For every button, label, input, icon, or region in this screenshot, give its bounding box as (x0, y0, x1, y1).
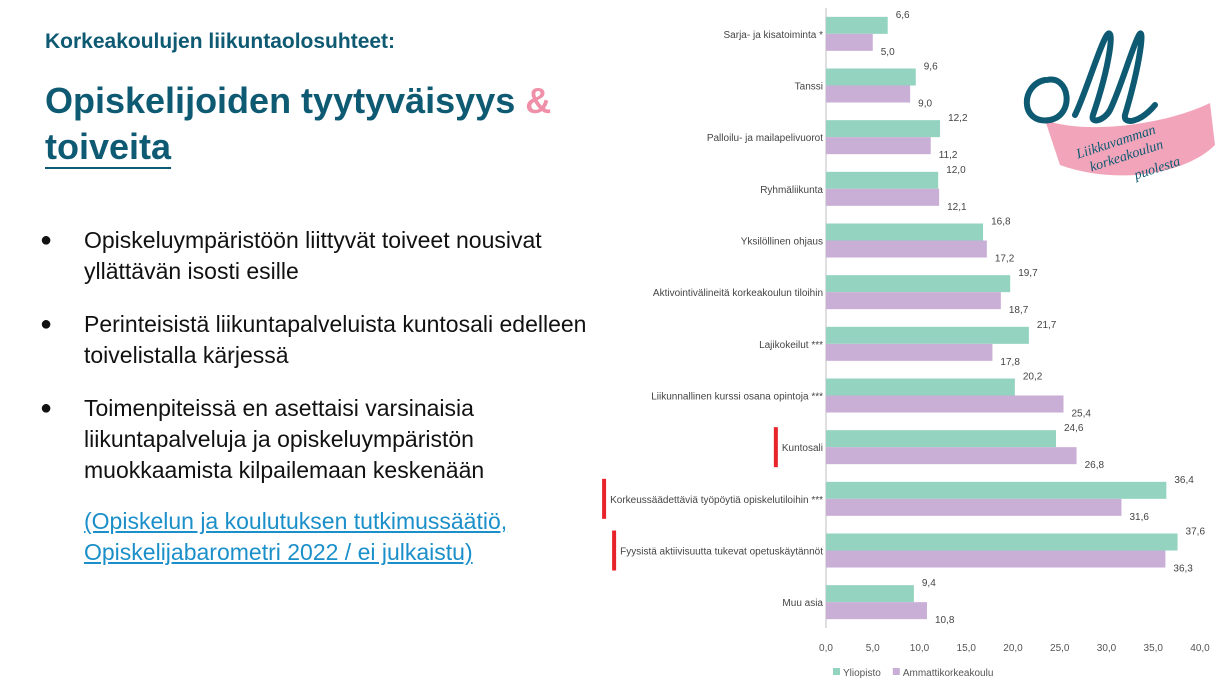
x-tick-label: 0,0 (819, 643, 833, 654)
bullet-text: Perinteisistä liikuntapalveluista kuntos… (84, 311, 587, 368)
bar (826, 430, 1057, 448)
data-label: 9,6 (924, 62, 938, 73)
bullet-item: ● Opiskeluympäristöön liittyvät toiveet n… (40, 225, 600, 287)
bar-chart: 0,0 5,0 10,0 15,0 20,0 25,0 30,0 35,0 40,0 Sarja-… (602, 8, 1210, 679)
highlight-marker (602, 478, 607, 519)
data-label: 20,2 (1023, 372, 1043, 383)
bar (826, 171, 939, 189)
data-label: 31,6 (1129, 512, 1149, 523)
title-part-1: Opiskelijoiden tyytyväisyys (45, 80, 516, 121)
legend-swatch (833, 668, 840, 675)
data-label: 9,4 (922, 578, 936, 589)
bar (826, 275, 1011, 293)
bar (826, 378, 1015, 396)
bar (826, 240, 987, 258)
category-label: Muu asia (782, 598, 823, 609)
data-label: 17,8 (1000, 357, 1020, 368)
slide-title: Opiskelijoiden tyytyväisyys & toiveita (45, 78, 551, 170)
bar (826, 447, 1077, 465)
category-label: Palloilu- ja mailapelivuorot (707, 133, 823, 144)
bar (826, 188, 940, 206)
data-label: 12,0 (946, 165, 966, 176)
data-label: 21,7 (1037, 320, 1057, 331)
oll-logo: Liikkuvamman korkeakoulun puolesta (1023, 30, 1215, 184)
x-tick-label: 35,0 (1144, 643, 1164, 654)
bullet-text: Opiskeluympäristöön liittyvät toiveet no… (84, 227, 542, 284)
bullet-item: ● Perinteisistä liikuntapalveluista kunto… (40, 309, 600, 371)
x-tick-label: 15,0 (957, 643, 977, 654)
data-label: 18,7 (1009, 305, 1029, 316)
category-label: Liikunnallinen kurssi osana opintoja *** (651, 392, 823, 403)
data-label: 12,1 (947, 202, 967, 213)
legend-label: Yliopisto (843, 668, 881, 679)
bar (826, 137, 931, 155)
category-label: Ryhmäliikunta (760, 185, 823, 196)
source-link[interactable]: (Opiskelun ja koulutuksen tutkimussäätiö… (84, 508, 508, 565)
data-label: 10,8 (935, 615, 955, 626)
bar (826, 533, 1178, 551)
x-tick-label: 20,0 (1003, 643, 1023, 654)
data-label: 24,6 (1064, 423, 1084, 434)
bullet-item: ● Toimenpiteissä en asettaisi varsinaisia… (40, 393, 600, 486)
bullet-dot: ● (40, 229, 53, 251)
bullet-list: ● Opiskeluympäristöön liittyvät toiveet n… (40, 225, 600, 508)
highlight-marker (773, 427, 778, 468)
data-label: 16,8 (991, 217, 1011, 228)
legend-swatch (892, 668, 900, 675)
category-label: Korkeussäädettäviä työpöytiä opiskelutil… (610, 495, 823, 506)
logo-ribbon (1045, 103, 1215, 176)
bar (826, 395, 1064, 413)
category-label: Yksilöllinen ohjaus (741, 237, 823, 248)
data-label: 25,4 (1071, 409, 1091, 420)
data-label: 11,2 (939, 150, 958, 161)
x-tick-label: 40,0 (1190, 643, 1210, 654)
bar (826, 68, 916, 86)
bar (826, 498, 1122, 516)
category-label: Aktivointivälineitä korkeakoulun tiloihi… (653, 288, 823, 299)
title-part-2: toiveita (45, 126, 172, 167)
bar (826, 120, 941, 138)
data-label: 37,6 (1186, 527, 1206, 538)
bar (826, 223, 984, 241)
x-tick-label: 25,0 (1050, 643, 1070, 654)
title-ampersand: & (525, 80, 552, 121)
data-label: 5,0 (881, 47, 895, 58)
x-tick-label: 30,0 (1097, 643, 1117, 654)
data-label: 17,2 (995, 254, 1015, 265)
data-label: 9,0 (918, 99, 932, 110)
bullet-text: Toimenpiteissä en asettaisi varsinaisia … (84, 395, 485, 483)
data-label: 6,6 (896, 10, 910, 21)
x-tick-label: 5,0 (866, 643, 880, 654)
bar (826, 85, 911, 103)
data-label: 26,8 (1085, 460, 1105, 471)
bullet-dot: ● (40, 397, 53, 419)
bar (826, 585, 914, 603)
data-label: 19,7 (1018, 268, 1038, 279)
slide-subtitle: Korkeakoulujen liikuntaolosuhteet: (45, 30, 396, 53)
legend-label: Ammattikorkeakoulu (903, 668, 994, 679)
bar (826, 343, 993, 361)
bar (826, 16, 888, 34)
bar (826, 33, 873, 51)
bar (826, 292, 1001, 310)
category-label: Tanssi (795, 82, 823, 93)
logo-script (1023, 30, 1158, 124)
x-tick-label: 10,0 (910, 643, 930, 654)
bullet-dot: ● (40, 313, 53, 335)
bar (826, 481, 1167, 499)
category-label: Kuntosali (782, 443, 823, 454)
bar (826, 602, 927, 620)
bar (826, 550, 1166, 568)
data-label: 12,2 (948, 113, 968, 124)
highlight-marker (612, 530, 617, 571)
data-label: 36,3 (1173, 564, 1193, 575)
bar (826, 326, 1029, 344)
data-label: 36,4 (1174, 475, 1194, 486)
category-label: Fyysistä aktiivisuutta tukevat opetuskäy… (620, 547, 823, 558)
category-label: Sarja- ja kisatoiminta * (724, 30, 824, 41)
category-label: Lajikokeilut *** (759, 340, 823, 351)
